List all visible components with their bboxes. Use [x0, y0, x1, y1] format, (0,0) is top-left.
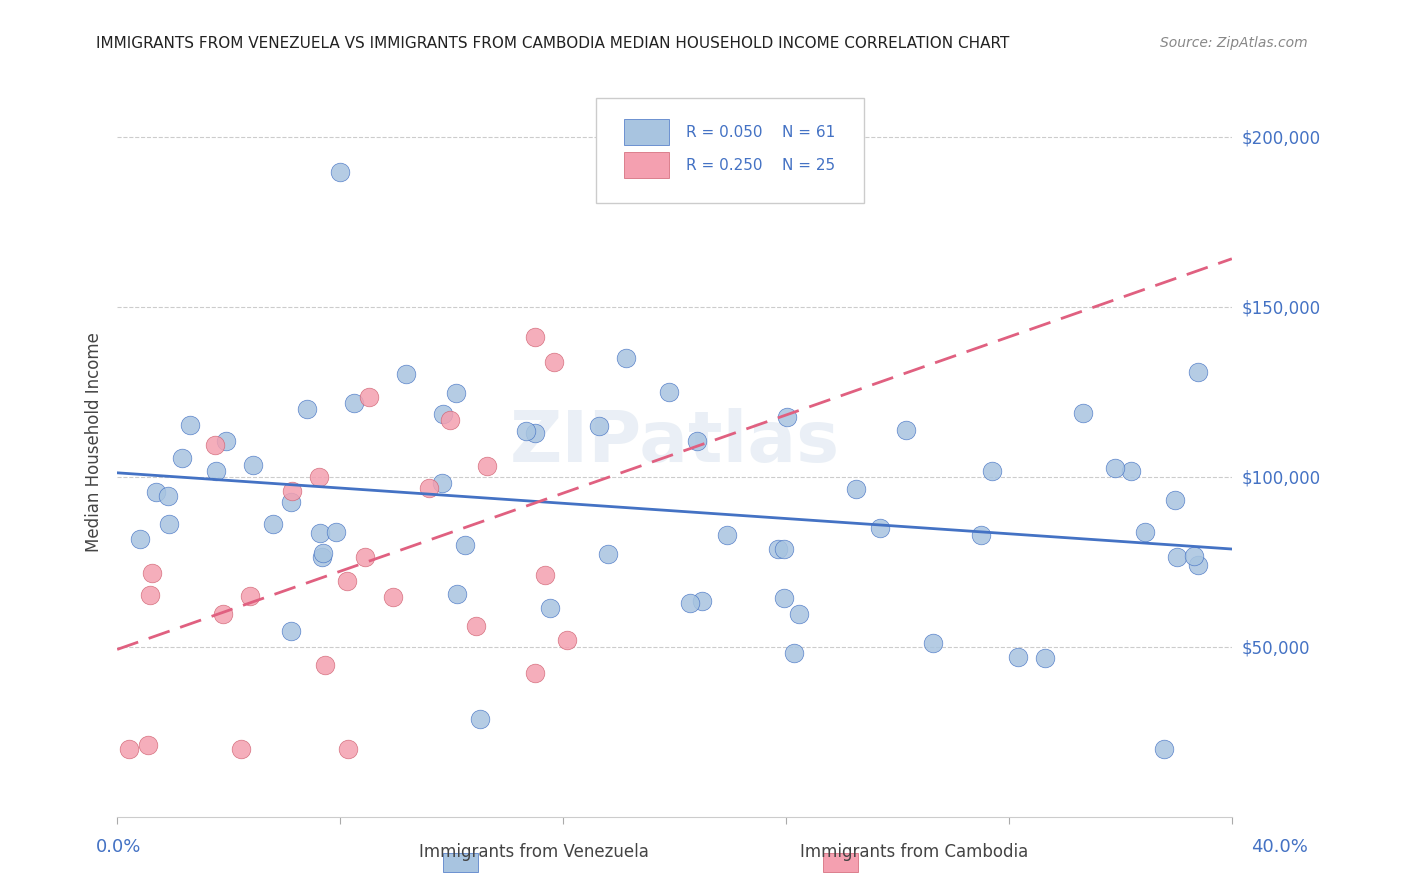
Point: [212, 607, 235, 621]
Point: [772, 541, 794, 556]
Point: [308, 470, 330, 484]
Point: [1187, 365, 1209, 379]
Point: [970, 528, 993, 542]
Point: [314, 657, 336, 672]
Point: [658, 385, 681, 400]
Point: [596, 548, 619, 562]
Text: IMMIGRANTS FROM VENEZUELA VS IMMIGRANTS FROM CAMBODIA MEDIAN HOUSEHOLD INCOME CO: IMMIGRANTS FROM VENEZUELA VS IMMIGRANTS …: [96, 36, 1010, 51]
Point: [336, 574, 359, 588]
Point: [464, 618, 486, 632]
Point: [229, 741, 252, 756]
Point: [845, 483, 868, 497]
Point: [1104, 461, 1126, 475]
Point: [308, 526, 330, 541]
Point: [262, 516, 284, 531]
Point: [280, 624, 302, 638]
Text: R = 0.050    N = 61: R = 0.050 N = 61: [686, 125, 835, 140]
Point: [329, 164, 352, 178]
Text: 40.0%: 40.0%: [1251, 838, 1308, 856]
Point: [766, 541, 789, 556]
Point: [239, 589, 262, 603]
Point: [439, 412, 461, 426]
Point: [343, 396, 366, 410]
Point: [204, 438, 226, 452]
Point: [1119, 464, 1142, 478]
Point: [524, 330, 547, 344]
FancyBboxPatch shape: [596, 98, 865, 203]
Point: [139, 588, 162, 602]
Point: [359, 390, 381, 404]
Point: [297, 402, 319, 417]
Point: [136, 738, 159, 752]
Point: [468, 712, 491, 726]
Point: [776, 410, 799, 425]
Point: [1187, 558, 1209, 573]
Point: [1033, 651, 1056, 665]
Point: [325, 524, 347, 539]
Point: [311, 550, 333, 565]
Point: [523, 426, 546, 441]
Point: [242, 458, 264, 473]
Point: [179, 418, 201, 433]
Point: [170, 451, 193, 466]
Point: [418, 481, 440, 495]
Text: Immigrants from Venezuela: Immigrants from Venezuela: [419, 843, 650, 861]
Point: [534, 567, 557, 582]
Point: [1071, 406, 1094, 420]
FancyBboxPatch shape: [624, 153, 669, 178]
Point: [922, 636, 945, 650]
Point: [787, 607, 810, 621]
Point: [215, 434, 238, 448]
Point: [312, 546, 335, 560]
Point: [382, 590, 405, 604]
Point: [446, 587, 468, 601]
Point: [614, 351, 637, 366]
Text: Source: ZipAtlas.com: Source: ZipAtlas.com: [1160, 36, 1308, 50]
Point: [395, 368, 418, 382]
Point: [524, 665, 547, 680]
Y-axis label: Median Household Income: Median Household Income: [86, 333, 103, 552]
Point: [773, 591, 796, 605]
Point: [141, 566, 163, 580]
Point: [543, 354, 565, 368]
Text: ZIPatlas: ZIPatlas: [509, 408, 839, 477]
Point: [156, 489, 179, 503]
Point: [716, 528, 738, 542]
Point: [475, 459, 498, 474]
Point: [430, 476, 453, 491]
Point: [679, 597, 702, 611]
Point: [281, 483, 304, 498]
Text: R = 0.250    N = 25: R = 0.250 N = 25: [686, 158, 835, 173]
Point: [1007, 650, 1029, 665]
Point: [453, 538, 475, 552]
Point: [1133, 525, 1156, 540]
Point: [783, 646, 806, 660]
Point: [1153, 741, 1175, 756]
Point: [869, 521, 891, 535]
Point: [129, 532, 152, 546]
Point: [280, 495, 302, 509]
FancyBboxPatch shape: [624, 119, 669, 145]
Point: [690, 594, 713, 608]
Point: [1164, 493, 1187, 508]
Point: [588, 419, 610, 434]
Point: [896, 423, 918, 437]
Point: [145, 484, 167, 499]
Point: [1166, 550, 1188, 565]
Point: [336, 741, 359, 756]
Point: [117, 741, 139, 756]
Point: [981, 464, 1004, 478]
Point: [353, 550, 375, 565]
Point: [446, 386, 468, 401]
Point: [538, 601, 561, 615]
Point: [515, 424, 537, 438]
Text: 0.0%: 0.0%: [96, 838, 141, 856]
Point: [1182, 549, 1205, 564]
Point: [157, 516, 180, 531]
Point: [555, 633, 578, 648]
Text: Immigrants from Cambodia: Immigrants from Cambodia: [800, 843, 1028, 861]
Point: [686, 434, 709, 448]
Point: [205, 464, 228, 478]
Point: [432, 408, 454, 422]
